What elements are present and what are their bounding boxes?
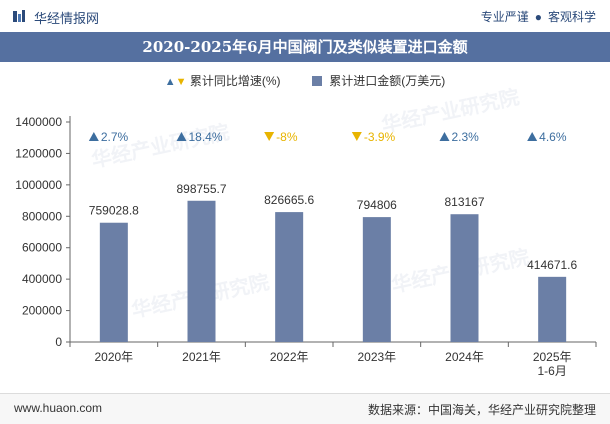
y-tick-label: 0	[55, 335, 62, 349]
y-tick-label: 1400000	[15, 115, 62, 129]
bar	[187, 200, 216, 342]
growth-label: 2.3%	[452, 130, 480, 144]
bar-value-label: 759028.8	[89, 204, 139, 218]
growth-down-icon	[264, 132, 275, 141]
legend-item-amount: 累计进口金额(万美元)	[311, 72, 446, 89]
bar	[450, 214, 479, 342]
chart-title: 2020-2025年6月中国阀门及类似装置进口金额	[0, 32, 610, 62]
y-tick-label: 800000	[22, 209, 62, 223]
logo-icon	[13, 10, 25, 22]
legend-swatch-bar	[311, 76, 322, 86]
bar-value-label: 898755.7	[176, 182, 226, 196]
bar	[99, 222, 128, 342]
growth-up-icon	[527, 132, 538, 141]
bar	[362, 217, 391, 342]
growth-down-icon	[351, 132, 362, 141]
y-tick-label: 600000	[22, 241, 62, 255]
bar	[275, 212, 304, 342]
growth-label: 4.6%	[539, 130, 567, 144]
legend-item-growth: ▲▼ 累计同比增速(%)	[165, 72, 281, 89]
bar-value-label: 826665.6	[264, 193, 314, 207]
legend-amount-label: 累计进口金额(万美元)	[329, 74, 446, 88]
footer-source: 数据来源：中国海关，华经产业研究院整理	[367, 403, 596, 417]
growth-up-icon	[439, 132, 450, 141]
growth-up-icon	[88, 132, 99, 141]
growth-label: 18.4%	[189, 130, 223, 144]
growth-label: -8%	[276, 130, 298, 144]
x-tick-label: 2023年	[357, 350, 396, 364]
top-bar: 华经情报网 专业严谨 ● 客观科学	[0, 0, 610, 32]
slogan-tag-2: 客观科学	[547, 10, 596, 24]
x-tick-label: 2022年	[270, 350, 309, 364]
bullet-icon: ●	[534, 10, 542, 24]
legend: ▲▼ 累计同比增速(%) 累计进口金额(万美元)	[0, 72, 610, 89]
bar-value-label: 794806	[357, 198, 397, 212]
brand-name: 华经情报网	[34, 11, 100, 26]
triangle-down-icon: ▼	[175, 76, 187, 88]
footer: www.huaon.com 数据来源：中国海关，华经产业研究院整理	[0, 393, 610, 424]
slogan: 专业严谨 ● 客观科学	[481, 8, 596, 25]
bar-chart: 0 200000 400000 600000 800000 1000000 1200000 1…	[15, 115, 597, 378]
y-tick-label: 200000	[22, 304, 62, 318]
bar-value-label: 813167	[444, 195, 484, 209]
x-tick-label: 2020年	[94, 350, 133, 364]
y-tick-label: 400000	[22, 272, 62, 286]
bar	[538, 276, 567, 342]
x-tick-label: 2025年 1-6月	[533, 350, 572, 378]
triangle-up-icon: ▲	[164, 76, 176, 88]
y-tick-label: 1000000	[15, 178, 62, 192]
x-tick-label: 2021年	[182, 350, 221, 364]
slogan-tag-1: 专业严谨	[480, 10, 529, 24]
bar-value-label: 414671.6	[527, 258, 577, 272]
y-tick-label: 1200000	[15, 146, 62, 160]
growth-label: -3.9%	[364, 130, 396, 144]
growth-up-icon	[176, 132, 187, 141]
footer-url: www.huaon.com	[14, 401, 103, 415]
x-tick-label: 2024年	[445, 350, 484, 364]
growth-label: 2.7%	[101, 130, 129, 144]
legend-growth-label: 累计同比增速(%)	[189, 74, 281, 88]
